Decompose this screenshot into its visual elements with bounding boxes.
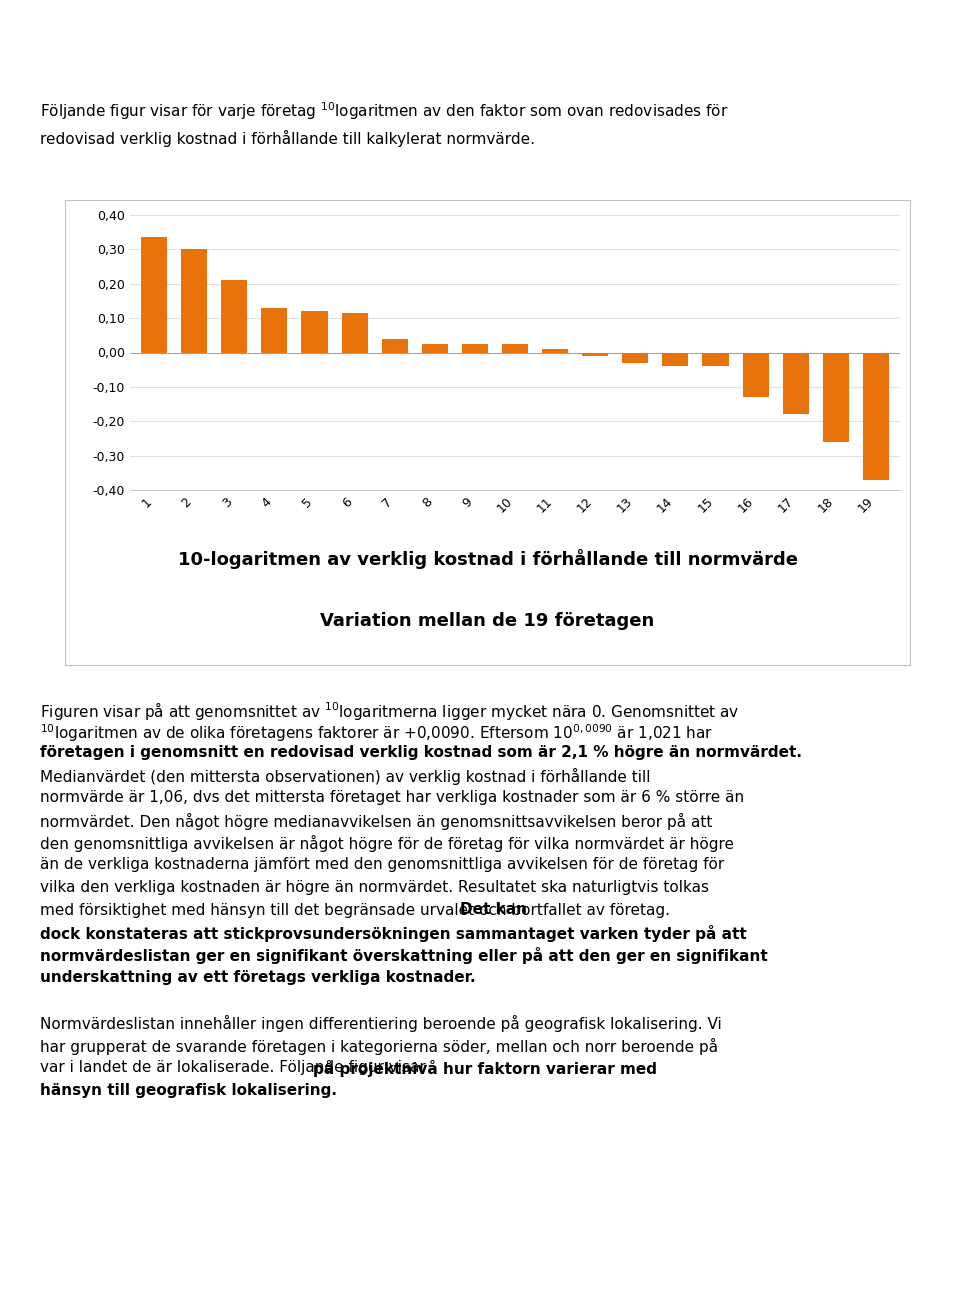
Bar	[743, 352, 769, 397]
Bar	[863, 352, 889, 480]
Text: än de verkliga kostnaderna jämfört med den genomsnittliga avvikelsen för de före: än de verkliga kostnaderna jämfört med d…	[40, 857, 724, 873]
Text: Variation mellan de 19 företagen: Variation mellan de 19 företagen	[321, 612, 655, 630]
Text: har grupperat de svarande företagen i kategorierna söder, mellan och norr beroen: har grupperat de svarande företagen i ka…	[40, 1037, 718, 1054]
Bar	[823, 352, 849, 442]
Bar	[502, 345, 528, 352]
Text: underskattning av ett företags verkliga kostnader.: underskattning av ett företags verkliga …	[40, 970, 475, 985]
Bar	[181, 249, 207, 352]
Bar	[141, 238, 167, 352]
Text: Medianvärdet (den mittersta observationen) av verklig kostnad i förhållande till: Medianvärdet (den mittersta observatione…	[40, 767, 651, 784]
Text: med försiktighet med hänsyn till det begränsade urvalet och bortfallet av företa: med försiktighet med hänsyn till det beg…	[40, 903, 675, 917]
Bar	[221, 281, 248, 352]
Text: var i landet de är lokaliserade. Följande figur visar: var i landet de är lokaliserade. Följand…	[40, 1060, 431, 1075]
Text: normvärdeslistan ger en signifikant överskattning eller på att den ger en signif: normvärdeslistan ger en signifikant över…	[40, 947, 768, 964]
Text: Följande figur visar för varje företag $^{10}$logaritmen av den faktor som ovan : Följande figur visar för varje företag $…	[40, 100, 729, 147]
Text: på projektnivå hur faktorn varierar med: på projektnivå hur faktorn varierar med	[313, 1060, 658, 1077]
Text: dock konstateras att stickprovsundersökningen sammantaget varken tyder på att: dock konstateras att stickprovsundersökn…	[40, 925, 747, 942]
Bar	[582, 352, 609, 356]
Text: normvärdet. Den något högre medianavvikelsen än genomsnittsavvikelsen beror på a: normvärdet. Den något högre medianavvike…	[40, 813, 712, 830]
Text: Det kan: Det kan	[460, 903, 527, 917]
Text: företagen i genomsnitt en redovisad verklig kostnad som är 2,1 % högre än normvä: företagen i genomsnitt en redovisad verk…	[40, 745, 802, 760]
Bar	[382, 339, 408, 352]
Bar	[782, 352, 808, 415]
Text: vilka den verkliga kostnaden är högre än normvärdet. Resultatet ska naturligtvis: vilka den verkliga kostnaden är högre än…	[40, 880, 709, 895]
Text: $^{10}$logaritmen av de olika företagens faktorer är +0,0090. Eftersom 10$^{0,00: $^{10}$logaritmen av de olika företagens…	[40, 723, 713, 744]
Bar	[421, 343, 447, 352]
Text: 10-logaritmen av verklig kostnad i förhållande till normvärde: 10-logaritmen av verklig kostnad i förhå…	[178, 549, 798, 569]
Bar	[662, 352, 688, 367]
Bar	[342, 313, 368, 352]
Text: Figuren visar på att genomsnittet av $^{10}$logaritmerna ligger mycket nära 0. G: Figuren visar på att genomsnittet av $^{…	[40, 699, 739, 722]
Bar	[542, 348, 568, 352]
Text: den genomsnittliga avvikelsen är något högre för de företag för vilka normvärdet: den genomsnittliga avvikelsen är något h…	[40, 835, 734, 852]
Bar	[261, 308, 287, 352]
Bar	[622, 352, 648, 363]
Bar	[462, 345, 488, 352]
Bar	[301, 312, 327, 352]
Text: Normvärdeslistan innehåller ingen differentiering beroende på geografisk lokalis: Normvärdeslistan innehåller ingen differ…	[40, 1015, 722, 1032]
Bar	[703, 352, 729, 367]
Text: normvärde är 1,06, dvs det mittersta företaget har verkliga kostnader som är 6 %: normvärde är 1,06, dvs det mittersta för…	[40, 790, 744, 805]
Text: hänsyn till geografisk lokalisering.: hänsyn till geografisk lokalisering.	[40, 1083, 337, 1098]
